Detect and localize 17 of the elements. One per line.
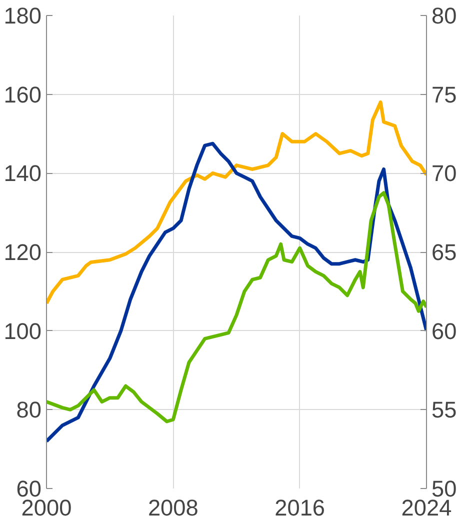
y2-tick-label: 70 — [432, 160, 457, 186]
x-tick-label: 2008 — [148, 494, 198, 518]
y-tick-label: 100 — [4, 318, 42, 344]
y-tick-label: 180 — [4, 2, 42, 28]
line-series — [46, 100, 426, 305]
y2-tick-label: 75 — [432, 81, 457, 108]
y-tick-label: 140 — [4, 160, 42, 186]
y-tick-label: 80 — [16, 396, 42, 423]
line-series — [46, 191, 426, 424]
y-tick-label: 120 — [4, 239, 42, 265]
line-series — [46, 142, 426, 443]
y2-tick-label: 80 — [432, 2, 457, 28]
y2-tick-label: 65 — [432, 239, 457, 265]
y-tick-label: 160 — [4, 81, 42, 108]
y2-tick-label: 55 — [432, 396, 457, 423]
y2-tick-label: 60 — [432, 318, 457, 344]
x-tick-label: 2016 — [274, 494, 326, 518]
